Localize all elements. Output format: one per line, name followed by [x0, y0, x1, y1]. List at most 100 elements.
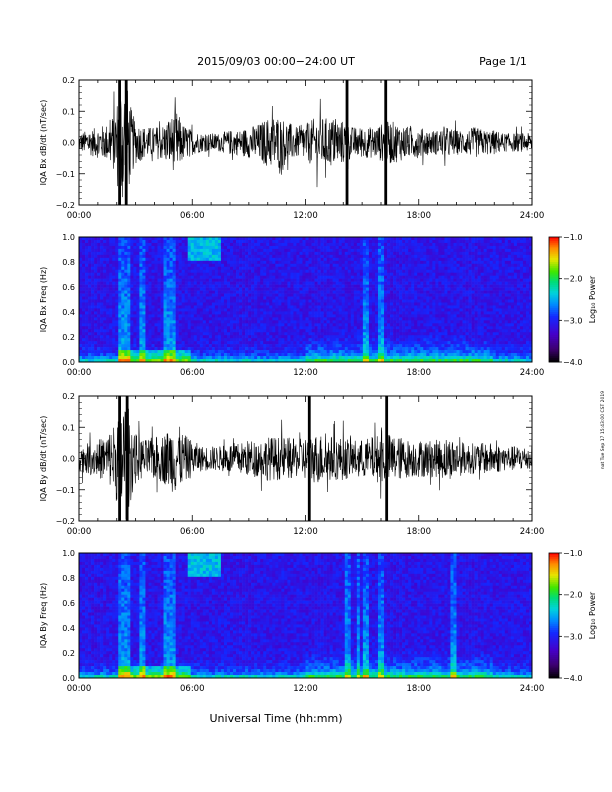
spectrogram-cell: [175, 237, 179, 241]
spectrogram-cell: [374, 314, 379, 318]
spectrogram-cell: [387, 278, 391, 282]
spectrogram-cell: [154, 359, 158, 363]
spectrogram-cell: [299, 314, 303, 318]
spectrogram-cell: [377, 266, 382, 271]
spectrogram-cell: [281, 272, 285, 276]
spectrogram-cell: [390, 299, 394, 303]
spectrogram-cell: [344, 290, 349, 294]
spectrogram-cell: [230, 242, 234, 247]
spectrogram-cell: [236, 239, 240, 244]
spectrogram-cell: [263, 356, 267, 360]
spectrogram-cell: [211, 254, 216, 259]
spectrogram-cell: [163, 237, 167, 241]
spectrogram-cell: [242, 254, 246, 259]
spectrogram-cell: [175, 251, 179, 256]
spectrogram-cell: [341, 341, 346, 345]
spectrogram-cell: [341, 281, 346, 285]
spectrogram-cell: [187, 269, 192, 274]
spectrogram-cell: [408, 341, 412, 345]
spectrogram-cell: [199, 356, 204, 360]
spectrogram-cell: [127, 344, 131, 348]
spectrogram-cell: [266, 257, 270, 262]
spectrogram-cell: [414, 350, 418, 354]
spectrogram-cell: [317, 311, 321, 315]
spectrogram-cell: [329, 311, 333, 315]
spectrogram-cell: [88, 350, 92, 354]
spectrogram-cell: [169, 242, 173, 247]
spectrogram-cell: [341, 305, 346, 309]
spectrogram-cell: [109, 335, 113, 339]
spectrogram-cell: [236, 263, 240, 268]
spectrogram-cell: [242, 311, 246, 315]
spectrogram-cell: [175, 341, 179, 345]
spectrogram-cell: [299, 248, 303, 253]
spectrogram-cell: [359, 251, 364, 256]
spectrogram-cell: [136, 290, 140, 294]
spectrogram-cell: [374, 254, 379, 259]
spectrogram-cell: [193, 317, 198, 321]
spectrogram-cell: [287, 272, 291, 276]
spectrogram-cell: [85, 317, 89, 321]
spectrogram-cell: [97, 302, 101, 306]
spectrogram-cell: [387, 242, 391, 247]
spectrogram-cell: [175, 326, 179, 330]
spectrogram-cell: [384, 305, 388, 309]
spectrogram-cell: [248, 329, 252, 333]
spectrogram-cell: [199, 308, 204, 312]
spectrogram-cell: [172, 335, 176, 339]
spectrogram-cell: [133, 338, 137, 342]
spectrogram-cell: [287, 284, 291, 288]
spectrogram-cell: [109, 359, 113, 363]
spectrogram-cell: [248, 320, 252, 324]
spectrogram-cell: [362, 266, 367, 271]
spectrogram-cell: [414, 341, 418, 345]
spectrogram-cell: [133, 299, 137, 303]
spectrogram-cell: [393, 245, 397, 250]
spectrogram-cell: [269, 239, 273, 244]
spectrogram-cell: [205, 356, 210, 360]
spectrogram-cell: [127, 305, 131, 309]
spectrogram-cell: [290, 260, 294, 265]
spectrogram-cell: [205, 314, 210, 318]
spectrogram-cell: [368, 323, 373, 327]
spectrogram-cell: [230, 251, 234, 256]
spectrogram-cell: [172, 248, 176, 253]
spectrogram-cell: [127, 266, 131, 271]
spectrogram-cell: [103, 314, 107, 318]
spectrogram-cell: [251, 305, 255, 309]
spectrogram-cell: [230, 263, 234, 268]
spectrogram-cell: [254, 290, 258, 294]
spectrogram-cell: [115, 353, 119, 357]
spectrogram-cell: [124, 284, 128, 288]
spectrogram-cell: [106, 278, 110, 282]
spectrogram-cell: [97, 323, 101, 327]
spectrogram-cell: [124, 260, 128, 265]
spectrogram-cell: [248, 335, 252, 339]
spectrogram-cell: [193, 299, 198, 303]
spectrogram-cell: [377, 302, 382, 306]
spectrogram-cell: [245, 251, 249, 256]
spectrogram-cell: [260, 302, 264, 306]
spectrogram-cell: [257, 248, 261, 253]
spectrogram-cell: [356, 275, 361, 279]
spectrogram-cell: [184, 299, 189, 303]
spectrogram-cell: [311, 242, 315, 247]
spectrogram-cell: [365, 248, 370, 253]
spectrogram-cell: [139, 323, 143, 327]
spectrogram-cell: [408, 272, 412, 276]
spectrogram-cell: [166, 287, 170, 291]
spectrogram-cell: [109, 254, 113, 259]
spectrogram-cell: [384, 314, 388, 318]
spectrogram-cell: [269, 290, 273, 294]
spectrogram-cell: [417, 338, 421, 342]
spectrogram-cell: [338, 299, 343, 303]
spectrogram-cell: [320, 305, 324, 309]
spectrogram-cell: [290, 320, 294, 324]
spectrogram-cell: [94, 347, 98, 351]
spectrogram-cell: [112, 308, 116, 312]
spectrogram-cell: [121, 275, 125, 279]
spectrogram-cell: [387, 314, 391, 318]
spectrogram-cell: [402, 356, 406, 360]
spectrogram-cell: [236, 305, 240, 309]
spectrogram-cell: [353, 338, 358, 342]
